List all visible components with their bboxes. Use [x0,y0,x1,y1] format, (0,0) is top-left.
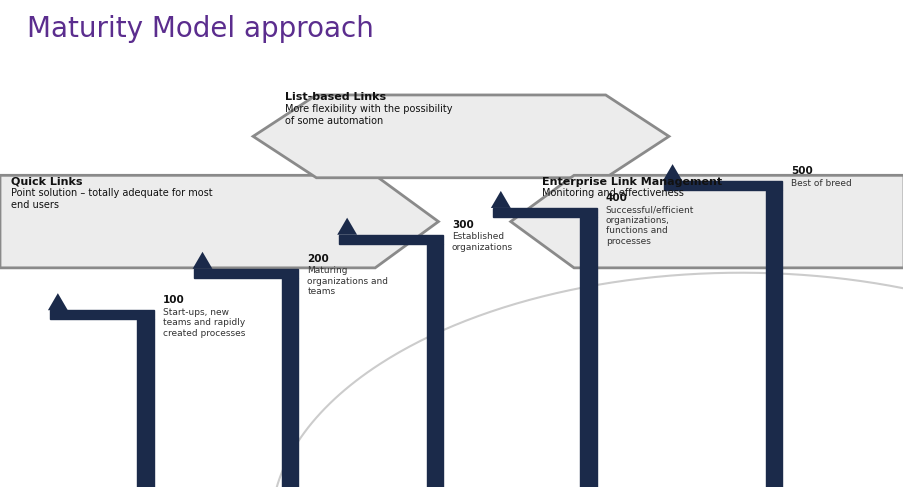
Polygon shape [48,293,68,310]
Polygon shape [337,218,357,235]
Text: 300: 300 [452,220,473,230]
Text: 200: 200 [307,254,329,264]
Text: 400: 400 [605,193,627,203]
Bar [765,190,781,487]
Bar [664,181,781,190]
Text: Established
organizations: Established organizations [452,232,513,252]
Text: List-based Links: List-based Links [284,92,386,102]
Text: Point solution – totally adequate for most
end users: Point solution – totally adequate for mo… [11,188,212,210]
Bar [50,310,154,319]
Text: 500: 500 [790,166,812,176]
Bar [282,278,298,487]
Text: Monitoring and effectiveness: Monitoring and effectiveness [542,188,684,199]
Text: Best of breed: Best of breed [790,179,851,187]
Bar [339,235,442,244]
Text: Start-ups, new
teams and rapidly
created processes: Start-ups, new teams and rapidly created… [163,308,245,337]
Bar [580,217,596,487]
Polygon shape [253,95,668,178]
Text: Maturity Model approach: Maturity Model approach [27,15,374,42]
Polygon shape [0,175,438,268]
Text: Enterprise Link Management: Enterprise Link Management [542,176,721,187]
Bar [137,319,154,487]
Bar [426,244,442,487]
Text: Successful/efficient
organizations,
functions and
processes: Successful/efficient organizations, func… [605,206,694,246]
Text: Quick Links: Quick Links [11,176,82,187]
Bar [194,269,298,278]
Text: Maturing
organizations and
teams: Maturing organizations and teams [307,266,388,296]
Bar [492,208,596,217]
Polygon shape [662,164,682,181]
Text: 100: 100 [163,295,184,305]
Polygon shape [510,175,903,268]
Polygon shape [192,252,212,269]
Polygon shape [490,191,510,208]
Text: More flexibility with the possibility
of some automation: More flexibility with the possibility of… [284,104,452,126]
